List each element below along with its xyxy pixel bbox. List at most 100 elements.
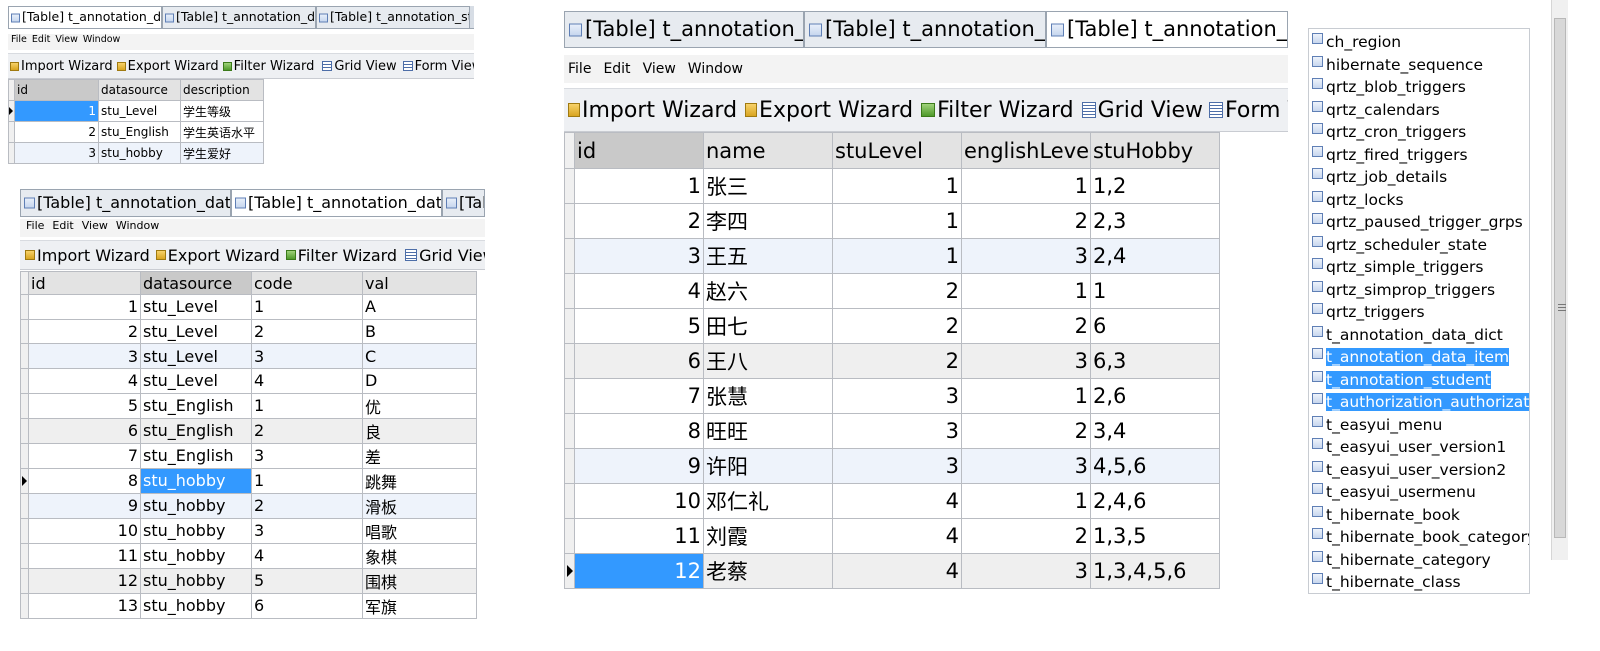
cell[interactable]: D <box>362 368 477 394</box>
cell[interactable]: stu_hobby <box>140 567 252 594</box>
cell[interactable]: 3 <box>14 142 99 164</box>
list-item[interactable]: qrtz_fired_triggers <box>1309 144 1468 166</box>
cell[interactable]: A <box>362 294 477 320</box>
cell[interactable]: 4 <box>251 542 363 569</box>
table-row[interactable]: 3 stu_Level 3 C <box>20 343 477 370</box>
cell[interactable]: 7 <box>28 442 141 469</box>
table-row[interactable]: 3 stu_hobby 学生爱好 <box>8 142 264 164</box>
row-header[interactable] <box>20 392 29 419</box>
cell[interactable]: 5 <box>574 308 704 344</box>
cell[interactable]: 2 <box>832 343 962 379</box>
list-item[interactable]: t_hibernate_class <box>1309 571 1461 593</box>
column-header-id[interactable]: id <box>14 79 99 101</box>
table-row[interactable]: 11 stu_hobby 4 象棋 <box>20 542 477 569</box>
import-wizard-button[interactable]: Import Wizard <box>568 98 737 123</box>
cell[interactable]: 4 <box>832 483 962 519</box>
cell[interactable]: 2 <box>832 273 962 309</box>
table-row[interactable]: 7 张慧 3 1 2,6 <box>564 378 1220 414</box>
cell[interactable]: 5 <box>28 392 141 419</box>
cell[interactable]: B <box>362 318 477 345</box>
cell[interactable]: stu_hobby <box>140 592 252 619</box>
cell[interactable]: 1 <box>961 273 1091 309</box>
cell[interactable]: 刘霞 <box>703 518 833 554</box>
row-header[interactable] <box>20 442 29 469</box>
cell[interactable]: stu_Level <box>140 318 252 345</box>
list-item[interactable]: hibernate_sequence <box>1309 54 1483 76</box>
menu-edit[interactable]: Edit <box>52 219 74 232</box>
cell[interactable]: 滑板 <box>362 492 477 519</box>
filter-wizard-button[interactable]: Filter Wizard <box>285 246 397 265</box>
cell[interactable]: 12 <box>28 567 141 594</box>
cell[interactable]: 3 <box>832 413 962 449</box>
table-row[interactable]: 7 stu_English 3 差 <box>20 442 477 469</box>
tab-data-dict[interactable]: [Table] t_annotation_dat... <box>20 189 231 216</box>
cell[interactable]: 3 <box>832 378 962 414</box>
table-row[interactable]: 9 许阳 3 3 4,5,6 <box>564 448 1220 484</box>
row-header[interactable] <box>8 100 15 122</box>
cell[interactable]: 8 <box>28 467 141 494</box>
menu-window[interactable]: Window <box>82 34 121 45</box>
cell[interactable]: 旺旺 <box>703 413 833 449</box>
list-item[interactable]: t_hibernate_book_category <box>1309 526 1529 548</box>
cell[interactable]: 1,2 <box>1090 168 1220 204</box>
table-row[interactable]: 10 stu_hobby 3 唱歌 <box>20 517 477 544</box>
cell[interactable]: 4 <box>28 368 141 394</box>
tab-student[interactable]: [Table] t_annotation_stu... <box>1046 11 1288 47</box>
cell[interactable]: 3 <box>251 442 363 469</box>
cell[interactable]: 3 <box>28 343 141 370</box>
cell[interactable]: 2 <box>251 318 363 345</box>
cell[interactable]: 1 <box>251 467 363 494</box>
column-header-stulevel[interactable]: stuLevel <box>832 132 962 169</box>
list-item[interactable]: qrtz_paused_trigger_grps <box>1309 211 1523 233</box>
cell[interactable]: 6,3 <box>1090 343 1220 379</box>
menu-edit[interactable]: Edit <box>31 34 51 45</box>
cell[interactable]: 6 <box>251 592 363 619</box>
cell[interactable]: stu_Level <box>98 100 181 122</box>
cell[interactable]: 许阳 <box>703 448 833 484</box>
row-header[interactable] <box>564 238 575 274</box>
cell[interactable]: 田七 <box>703 308 833 344</box>
cell[interactable]: 赵六 <box>703 273 833 309</box>
table-row[interactable]: 13 stu_hobby 6 军旗 <box>20 592 477 619</box>
cell[interactable]: 1 <box>832 168 962 204</box>
filter-wizard-button[interactable]: Filter Wizard <box>222 59 314 74</box>
import-wizard-button[interactable]: Import Wizard <box>10 59 113 74</box>
row-header[interactable] <box>20 294 29 320</box>
menu-view[interactable]: View <box>55 34 78 45</box>
list-item[interactable]: t_hibernate_book <box>1309 504 1460 526</box>
table-row[interactable]: 5 田七 2 2 6 <box>564 308 1220 344</box>
cell[interactable]: 围棋 <box>362 567 477 594</box>
cell[interactable]: 优 <box>362 392 477 419</box>
cell[interactable]: 差 <box>362 442 477 469</box>
export-wizard-button[interactable]: Export Wizard <box>155 246 280 265</box>
table-row[interactable]: 10 邓仁礼 4 1 2,4,6 <box>564 483 1220 519</box>
cell[interactable]: stu_hobby <box>140 492 252 519</box>
cell[interactable]: 3 <box>961 448 1091 484</box>
scrollbar-thumb[interactable] <box>1554 18 1566 538</box>
cell[interactable]: 2,4 <box>1090 238 1220 274</box>
export-wizard-button[interactable]: Export Wizard <box>745 98 913 123</box>
menu-view[interactable]: View <box>642 61 676 77</box>
cell[interactable]: 1 <box>251 294 363 320</box>
table-row[interactable]: 5 stu_English 1 优 <box>20 392 477 419</box>
row-header[interactable] <box>20 417 29 444</box>
cell[interactable]: stu_hobby <box>140 542 252 569</box>
cell[interactable]: 10 <box>28 517 141 544</box>
export-wizard-button[interactable]: Export Wizard <box>116 59 219 74</box>
tab-data-item[interactable]: [Table] t_annotation_dat... <box>162 6 316 28</box>
cell[interactable]: 跳舞 <box>362 467 477 494</box>
cell[interactable]: 7 <box>574 378 704 414</box>
cell[interactable]: 2 <box>28 318 141 345</box>
form-view-button[interactable]: Form View <box>402 59 474 74</box>
cell[interactable]: 王五 <box>703 238 833 274</box>
cell[interactable]: 1,3,5 <box>1090 518 1220 554</box>
column-header-stuhobby[interactable]: stuHobby <box>1090 132 1220 169</box>
table-row[interactable]: 12 stu_hobby 5 围棋 <box>20 567 477 594</box>
cell[interactable]: 1 <box>961 378 1091 414</box>
list-item[interactable]: qrtz_calendars <box>1309 99 1440 121</box>
cell[interactable]: stu_English <box>140 442 252 469</box>
column-header-name[interactable]: name <box>703 132 833 169</box>
list-item[interactable]: t_hibernate_category <box>1309 549 1491 571</box>
cell[interactable]: 3 <box>251 517 363 544</box>
cell[interactable]: 1 <box>832 238 962 274</box>
